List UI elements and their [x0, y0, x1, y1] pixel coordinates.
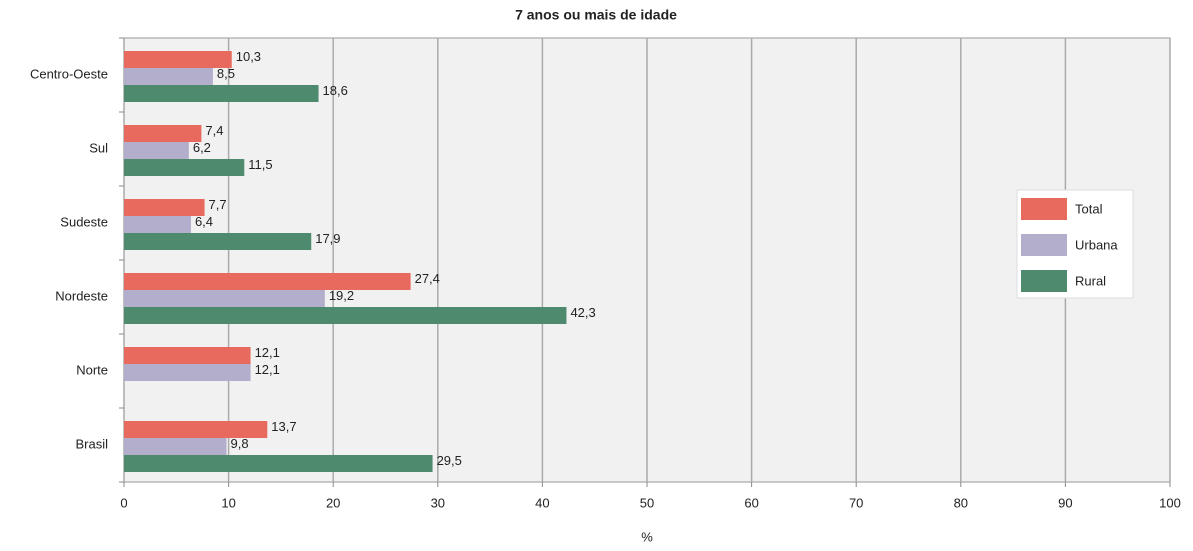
- bar: [124, 142, 189, 159]
- legend-label: Total: [1075, 201, 1103, 216]
- bar: [124, 199, 205, 216]
- legend-label: Rural: [1075, 273, 1106, 288]
- y-tick-label: Norte: [76, 362, 108, 377]
- value-label: 27,4: [415, 271, 440, 286]
- bar: [124, 159, 245, 176]
- bar: [124, 85, 319, 102]
- bar: [124, 421, 268, 438]
- x-tick-label: 10: [221, 495, 235, 510]
- chart-title: 7 anos ou mais de idade: [515, 7, 677, 23]
- value-label: 10,3: [236, 49, 261, 64]
- value-label: 7,4: [205, 123, 223, 138]
- value-label: 29,5: [437, 453, 462, 468]
- x-tick-label: 40: [535, 495, 549, 510]
- bar: [124, 51, 232, 68]
- bar: [124, 216, 191, 233]
- x-tick-label: 0: [120, 495, 127, 510]
- bar: [124, 68, 213, 85]
- x-tick-label: 90: [1058, 495, 1072, 510]
- bar: [124, 273, 411, 290]
- legend-swatch: [1021, 234, 1067, 256]
- legend-label: Urbana: [1075, 237, 1118, 252]
- value-label: 12,1: [255, 362, 280, 377]
- bar: [124, 455, 433, 472]
- value-label: 12,1: [255, 345, 280, 360]
- legend-swatch: [1021, 270, 1067, 292]
- bar: [124, 125, 202, 142]
- value-label: 19,2: [329, 288, 354, 303]
- legend-swatch: [1021, 198, 1067, 220]
- value-label: 7,7: [209, 197, 227, 212]
- y-tick-label: Sudeste: [60, 214, 108, 229]
- bar: [124, 364, 251, 381]
- x-axis-label: %: [641, 529, 653, 544]
- value-label: 18,6: [323, 83, 348, 98]
- x-tick-label: 100: [1159, 495, 1181, 510]
- x-tick-label: 30: [431, 495, 445, 510]
- x-tick-label: 50: [640, 495, 654, 510]
- y-tick-label: Centro-Oeste: [30, 66, 108, 81]
- y-tick-label: Sul: [89, 140, 108, 155]
- value-label: 42,3: [570, 305, 595, 320]
- bar: [124, 290, 325, 307]
- x-tick-label: 20: [326, 495, 340, 510]
- bar: [124, 233, 312, 250]
- y-tick-label: Brasil: [75, 436, 108, 451]
- value-label: 8,5: [217, 66, 235, 81]
- y-tick-label: Nordeste: [55, 288, 108, 303]
- value-label: 9,8: [231, 436, 249, 451]
- bar: [124, 438, 227, 455]
- value-label: 11,5: [248, 157, 272, 172]
- value-label: 6,4: [195, 214, 213, 229]
- bar: [124, 347, 251, 364]
- x-tick-label: 60: [744, 495, 758, 510]
- x-tick-label: 70: [849, 495, 863, 510]
- value-label: 6,2: [193, 140, 211, 155]
- value-label: 13,7: [271, 419, 296, 434]
- value-label: 17,9: [315, 231, 340, 246]
- bar: [124, 307, 567, 324]
- x-tick-label: 80: [954, 495, 968, 510]
